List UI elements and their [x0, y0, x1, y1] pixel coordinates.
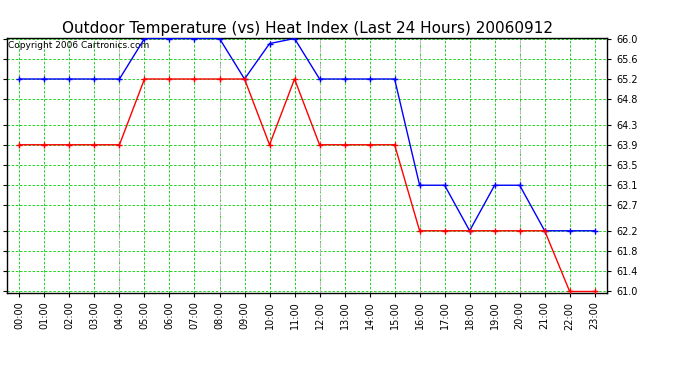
Text: Copyright 2006 Cartronics.com: Copyright 2006 Cartronics.com: [8, 41, 149, 50]
Title: Outdoor Temperature (vs) Heat Index (Last 24 Hours) 20060912: Outdoor Temperature (vs) Heat Index (Las…: [61, 21, 553, 36]
